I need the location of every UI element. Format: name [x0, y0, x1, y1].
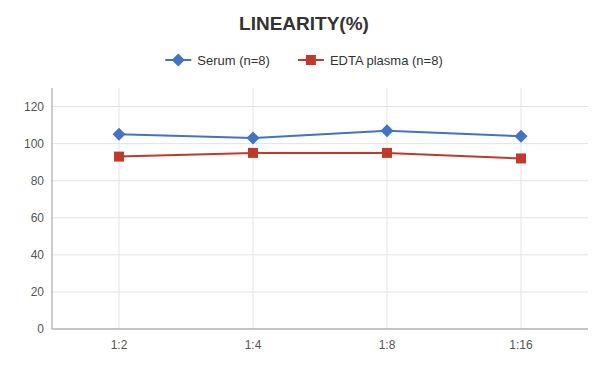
- x-axis-line: [52, 329, 588, 330]
- series-line: [119, 131, 521, 138]
- legend-item: Serum (n=8): [165, 53, 270, 68]
- square-marker: [382, 148, 392, 158]
- y-tick-label: 40: [31, 248, 45, 262]
- y-grid-line: [52, 106, 588, 107]
- chart: LINEARITY(%) 0 20 40 60 80 100 120 1:2 1:4 1:8 1:16…: [0, 0, 608, 365]
- diamond-marker: [113, 128, 126, 141]
- y-grid-line: [52, 291, 588, 292]
- y-grid-line: [52, 254, 588, 255]
- marks: [113, 124, 528, 163]
- y-grid-line: [52, 217, 588, 218]
- x-tick-label: 1:16: [509, 338, 533, 352]
- square-marker: [114, 152, 124, 162]
- series: [114, 148, 526, 164]
- legend-item: EDTA plasma (n=8): [298, 53, 443, 68]
- y-tick-label: 80: [31, 174, 45, 188]
- diamond-marker: [381, 124, 394, 137]
- series-line: [119, 153, 521, 159]
- legend-marker: [306, 55, 316, 65]
- square-marker: [516, 153, 526, 163]
- x-grid-line: [521, 88, 522, 329]
- y-tick-label: 20: [31, 285, 45, 299]
- x-grid-line: [119, 88, 120, 329]
- y-axis-line: [52, 88, 53, 329]
- square-marker: [248, 148, 258, 158]
- y-tick-label: 0: [37, 322, 44, 336]
- x-tick-label: 1:8: [379, 338, 396, 352]
- legend-label: Serum (n=8): [197, 53, 270, 68]
- x-tick-label: 1:2: [111, 338, 128, 352]
- x-grid-line: [253, 88, 254, 329]
- y-grid-line: [52, 180, 588, 181]
- y-grid-line: [52, 143, 588, 144]
- diamond-marker: [247, 132, 260, 145]
- series: [113, 124, 528, 144]
- y-tick-label: 100: [24, 137, 44, 151]
- y-tick-label: 60: [31, 211, 45, 225]
- grid: [52, 88, 588, 329]
- y-tick-label: 120: [24, 100, 44, 114]
- legend: Serum (n=8) EDTA plasma (n=8): [165, 53, 442, 68]
- y-grid-line: [52, 329, 588, 330]
- title: LINEARITY(%): [239, 13, 369, 34]
- legend-label: EDTA plasma (n=8): [330, 53, 443, 68]
- x-tick-label: 1:4: [245, 338, 262, 352]
- legend-marker: [172, 54, 185, 67]
- diamond-marker: [515, 130, 528, 143]
